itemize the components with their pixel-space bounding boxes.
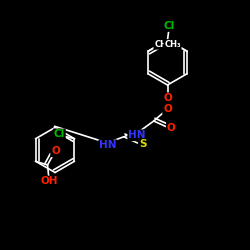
Text: O: O [167,123,175,133]
Text: Cl: Cl [54,130,65,140]
Text: HN: HN [128,130,146,140]
Text: CH₃: CH₃ [154,40,171,49]
Text: O: O [51,146,60,156]
Text: O: O [163,93,172,103]
Text: OH: OH [40,176,58,186]
Text: S: S [139,139,147,149]
Text: Cl: Cl [163,21,174,31]
Text: O: O [163,104,172,114]
Text: CH₃: CH₃ [164,40,181,49]
Text: HN: HN [99,140,117,150]
